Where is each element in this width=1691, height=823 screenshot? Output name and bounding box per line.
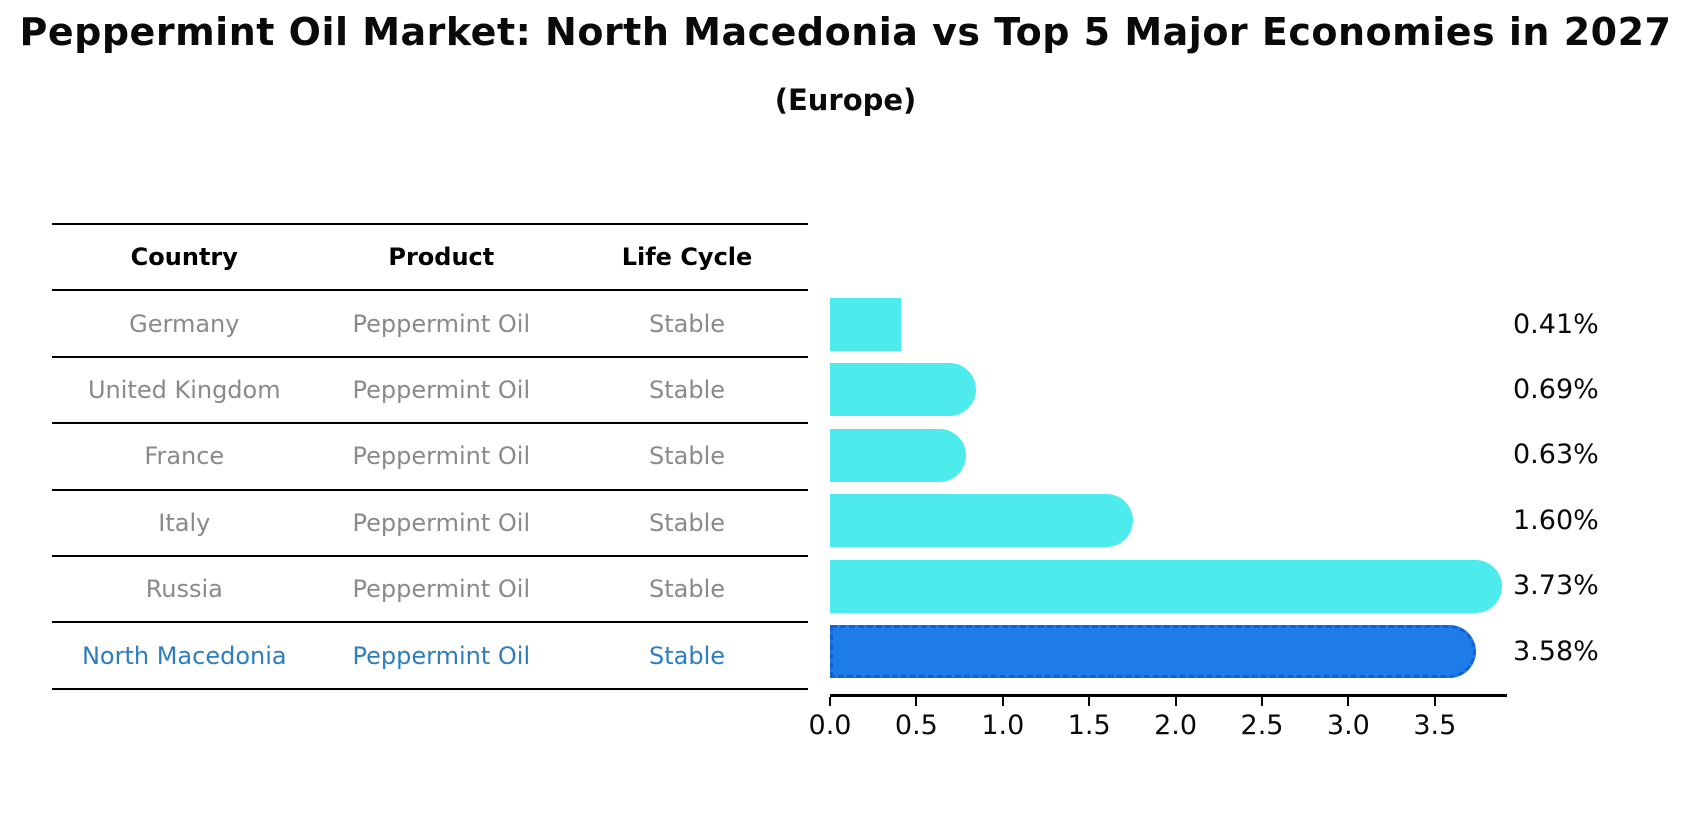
bar-italy — [830, 494, 1134, 548]
table-cell-country: Russia — [145, 575, 223, 604]
x-axis-tick-label: 3.0 — [1326, 710, 1370, 741]
x-axis-tick-label: 0.0 — [808, 710, 852, 741]
table-header-row: Country Product Life Cycle — [52, 223, 808, 289]
table-cell-country: France — [144, 442, 225, 471]
x-axis-tick-label: 1.5 — [1067, 710, 1111, 741]
table-cell-life_cycle: Stable — [649, 641, 726, 670]
table-header-cell: Product — [388, 243, 495, 272]
table-header-cell: Life Cycle — [621, 243, 753, 272]
table-cell-country: Germany — [129, 309, 240, 338]
x-axis-tick-label: 1.0 — [981, 710, 1025, 741]
x-axis-tick — [829, 697, 831, 706]
table-cell-product: Peppermint Oil — [352, 309, 531, 338]
table-cell-country: United Kingdom — [87, 375, 281, 404]
bar-value-label: 0.69% — [1513, 373, 1599, 405]
table-cell-product: Peppermint Oil — [352, 508, 531, 537]
table-cell-life_cycle: Stable — [649, 309, 726, 338]
table-row: France Peppermint Oil Stable — [52, 422, 808, 488]
x-axis-tick — [1433, 697, 1436, 706]
bar-north-macedonia — [830, 625, 1476, 678]
table-row: Russia Peppermint Oil Stable — [52, 554, 808, 621]
table-cell-product: Peppermint Oil — [352, 575, 531, 604]
x-axis-tick — [1347, 697, 1350, 706]
bar-value-label: 0.63% — [1513, 439, 1599, 471]
chart-subtitle: (Europe) — [774, 83, 917, 117]
bar-russia — [830, 559, 1502, 613]
x-axis-tick-label: 0.5 — [894, 710, 938, 741]
bar-united-kingdom — [830, 363, 977, 417]
table-cell-life_cycle: Stable — [649, 442, 726, 471]
table-cell-life_cycle: Stable — [649, 575, 726, 604]
x-axis-tick — [1261, 697, 1263, 706]
table-header-cell: Country — [130, 243, 238, 272]
x-axis-tick — [1001, 697, 1004, 706]
table-cell-country: North Macedonia — [81, 641, 287, 670]
bar-france — [830, 428, 966, 482]
table-row: Italy Peppermint Oil Stable — [52, 488, 808, 555]
table-row: Germany Peppermint Oil Stable — [52, 289, 808, 355]
x-axis-tick — [1088, 697, 1091, 706]
x-axis-tick — [1174, 697, 1177, 706]
table-row: North Macedonia Peppermint Oil Stable — [52, 621, 808, 687]
x-axis-tick-label: 2.0 — [1154, 710, 1198, 741]
table-cell-life_cycle: Stable — [649, 375, 726, 404]
table-cell-product: Peppermint Oil — [352, 442, 531, 471]
table-cell-country: Italy — [158, 508, 211, 537]
table-row: United Kingdom Peppermint Oil Stable — [52, 355, 808, 422]
table-cell-life_cycle: Stable — [649, 508, 726, 537]
table-cell-product: Peppermint Oil — [352, 641, 531, 670]
bar-value-label: 3.58% — [1513, 635, 1599, 667]
chart-title: Peppermint Oil Market: North Macedonia v… — [19, 10, 1672, 54]
x-axis-line — [830, 694, 1507, 697]
x-axis-tick-label: 3.5 — [1413, 710, 1457, 741]
bar-value-label: 1.60% — [1513, 504, 1599, 536]
bar-germany — [830, 298, 901, 351]
table-cell-product: Peppermint Oil — [352, 375, 531, 404]
x-axis-tick-label: 2.5 — [1240, 710, 1284, 741]
bar-value-label: 3.73% — [1513, 570, 1599, 602]
country-table: Country Product Life Cycle Germany Peppermin… — [52, 223, 808, 690]
bar-value-label: 0.41% — [1513, 308, 1599, 340]
x-axis-tick — [915, 697, 918, 706]
